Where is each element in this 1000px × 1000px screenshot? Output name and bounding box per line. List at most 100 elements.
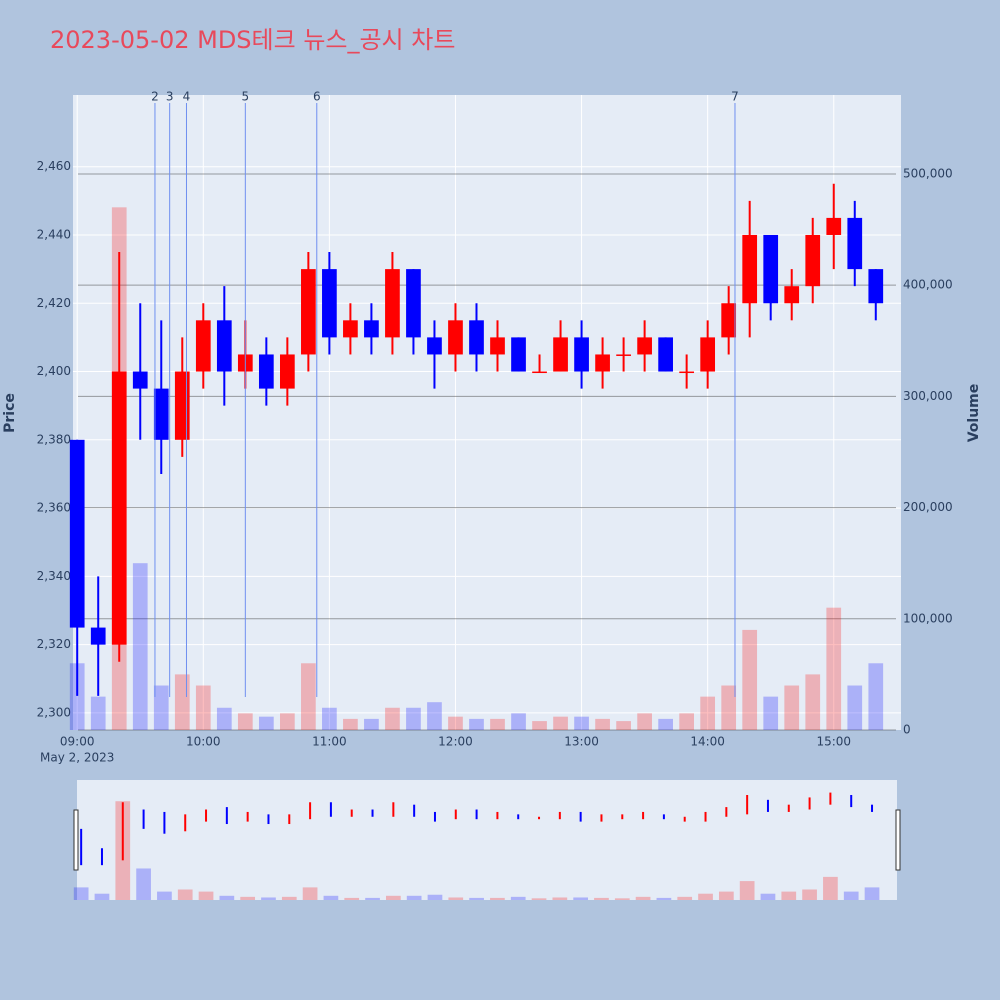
candle-body — [174, 371, 190, 440]
slider-handle[interactable] — [73, 809, 79, 871]
volume-bar — [868, 663, 884, 730]
mini-volume — [614, 898, 630, 900]
volume-bar — [90, 696, 106, 730]
mini-volume — [302, 887, 318, 900]
slider-handle[interactable] — [895, 809, 901, 871]
candle-body — [553, 337, 568, 372]
volume-bar — [742, 629, 758, 730]
mini-volume — [490, 897, 505, 900]
candle-body — [637, 337, 652, 355]
candle-body — [153, 388, 169, 440]
x-tick-label: 10:00 — [186, 735, 221, 749]
volume-bar — [237, 713, 253, 730]
range-slider[interactable] — [77, 780, 897, 900]
mini-volume — [73, 887, 89, 900]
mini-volume — [864, 887, 880, 900]
candle-body — [195, 320, 211, 372]
mini-volume — [240, 896, 256, 900]
candle-body — [469, 320, 484, 355]
mini-volume — [427, 894, 443, 900]
candle-body — [532, 371, 547, 374]
candle-body — [132, 371, 148, 389]
mini-volume — [136, 868, 151, 900]
candle-body — [826, 217, 842, 235]
mini-volume — [510, 896, 526, 900]
news-label: 4 — [183, 90, 191, 104]
volume-bar — [174, 674, 190, 730]
candle-body — [595, 354, 610, 372]
y-tick-label: 2,360 — [37, 501, 71, 515]
plot-area — [73, 95, 901, 730]
candle-body — [216, 320, 232, 372]
x-tick-label: 11:00 — [312, 735, 347, 749]
volume-bar — [616, 721, 631, 730]
volume-bar — [406, 707, 421, 730]
volume-bar — [805, 674, 821, 730]
mini-volume — [573, 897, 589, 900]
volume-bar — [322, 707, 337, 730]
y-axis-title: Price — [2, 393, 18, 433]
mini-volume — [385, 895, 401, 900]
mini-volume — [157, 891, 172, 900]
volume-bar — [721, 685, 737, 730]
candle-body — [280, 354, 295, 389]
news-label: 2 — [151, 90, 159, 104]
mini-volume — [365, 897, 380, 900]
mini-volume — [281, 896, 297, 900]
volume-bar — [132, 563, 148, 730]
mini-volume — [802, 889, 817, 900]
mini-volume — [323, 895, 339, 900]
volume-bar — [511, 713, 526, 730]
mini-volume — [406, 895, 422, 900]
volume-bar — [574, 716, 589, 730]
volume-bar — [595, 718, 610, 730]
volume-bar — [469, 718, 484, 730]
y2-tick-label: 100,000 — [903, 611, 953, 625]
y-tick-label: 2,420 — [37, 296, 71, 310]
news-label: 3 — [166, 90, 174, 104]
chart-title: 2023-05-02 MDS테크 뉴스_공시 차트 — [50, 26, 455, 54]
candle-body — [406, 269, 421, 338]
volume-bar — [532, 721, 547, 730]
news-label: 5 — [242, 90, 250, 104]
volume-bar — [385, 707, 400, 730]
volume-bar — [195, 685, 211, 730]
mini-volume — [448, 897, 464, 900]
candle-body — [868, 269, 884, 304]
candle-body — [679, 371, 694, 374]
mini-volume — [198, 891, 214, 900]
candle-body — [343, 320, 358, 338]
news-label: 6 — [313, 90, 321, 104]
y2-axis-title: Volume — [966, 384, 982, 443]
volume-bar — [637, 713, 652, 730]
mini-volume — [823, 876, 838, 900]
mini-volume — [531, 898, 547, 900]
candle-body — [364, 320, 379, 338]
mini-volume — [677, 896, 693, 900]
candle-body — [427, 337, 442, 355]
mini-volume — [344, 897, 360, 900]
mini-volume — [469, 897, 484, 900]
volume-bar — [153, 685, 169, 730]
candle-body — [69, 439, 85, 628]
volume-bar — [784, 685, 800, 730]
y2-tick-label: 500,000 — [903, 166, 953, 180]
volume-bar — [364, 718, 379, 730]
candle-body — [385, 269, 400, 338]
volume-bar — [448, 716, 463, 730]
candle-body — [574, 337, 589, 372]
volume-bar — [679, 713, 694, 730]
date-label: May 2, 2023 — [40, 751, 114, 765]
candle-body — [742, 234, 758, 304]
volume-bar — [427, 702, 442, 730]
candle-body — [721, 303, 737, 338]
volume-bar — [847, 685, 863, 730]
mini-volume — [552, 897, 568, 900]
x-tick-label: 09:00 — [60, 735, 95, 749]
mini-volume — [261, 897, 276, 900]
volume-bar — [343, 718, 358, 730]
x-tick-label: 14:00 — [690, 735, 725, 749]
candle-body — [511, 337, 526, 372]
mini-volume — [843, 891, 859, 900]
y-tick-label: 2,440 — [37, 227, 71, 241]
